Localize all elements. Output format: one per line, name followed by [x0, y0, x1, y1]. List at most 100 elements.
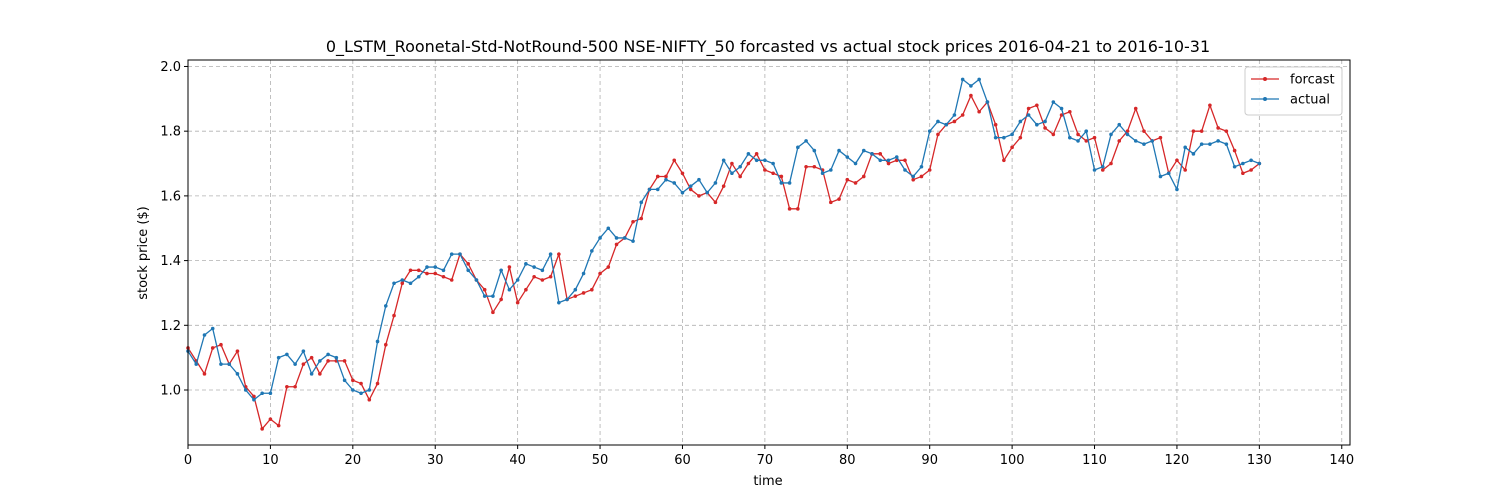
data-point-forcast [845, 177, 850, 182]
x-tick-label: 120 [1165, 453, 1190, 468]
data-point-forcast [1199, 129, 1204, 133]
data-point-actual [713, 181, 718, 185]
data-point-forcast [919, 174, 924, 179]
y-axis-ticks: 1.0 1.2 1.4 1.6 1.8 2.0 [160, 60, 188, 399]
data-point-actual [342, 378, 347, 383]
data-point-actual [622, 236, 627, 240]
data-point-actual [565, 297, 569, 302]
data-point-actual [911, 174, 916, 179]
data-point-forcast [1175, 158, 1179, 163]
data-point-actual [1224, 142, 1229, 146]
data-point-actual [977, 77, 981, 82]
grid [187, 60, 1350, 445]
data-point-actual [425, 265, 429, 269]
data-point-actual [738, 164, 742, 169]
data-point-forcast [1018, 135, 1023, 140]
data-point-forcast [219, 342, 223, 347]
data-point-actual [1002, 135, 1006, 140]
x-tick-label: 90 [921, 453, 938, 468]
series-group [186, 77, 1262, 431]
data-point-actual [301, 349, 306, 353]
legend-swatch-marker [1263, 77, 1267, 81]
data-point-actual [771, 161, 775, 166]
series-forcast [186, 93, 1262, 431]
legend-label: forcast [1290, 73, 1335, 88]
data-point-actual [746, 152, 751, 156]
data-point-forcast [235, 349, 240, 353]
data-point-forcast [911, 177, 916, 182]
data-point-forcast [1224, 129, 1229, 133]
data-point-actual [903, 168, 907, 172]
y-tick-label: 2.0 [160, 60, 181, 75]
data-point-actual [590, 249, 594, 253]
data-point-actual [1158, 174, 1163, 179]
data-point-actual [705, 190, 709, 195]
data-point-forcast [441, 274, 446, 279]
data-point-forcast [433, 271, 438, 276]
data-point-actual [359, 391, 363, 396]
data-point-forcast [1002, 158, 1006, 163]
data-point-forcast [1109, 161, 1113, 166]
data-point-actual [655, 187, 660, 192]
data-point-actual [680, 190, 685, 195]
x-tick-label: 140 [1329, 453, 1354, 468]
data-point-forcast [853, 181, 858, 185]
x-tick-label: 20 [345, 453, 362, 468]
data-point-actual [276, 355, 281, 360]
data-point-forcast [787, 207, 792, 211]
data-point-forcast [688, 187, 693, 192]
data-point-forcast [878, 152, 883, 156]
data-point-forcast [1191, 129, 1196, 133]
data-point-forcast [936, 132, 940, 137]
data-point-actual [433, 265, 438, 269]
y-tick-label: 1.0 [160, 384, 181, 399]
data-point-actual [647, 187, 652, 192]
data-point-actual [557, 300, 561, 305]
data-point-actual [787, 181, 792, 185]
data-point-forcast [491, 310, 495, 315]
data-point-forcast [1249, 168, 1253, 172]
data-point-actual [392, 281, 396, 286]
data-point-forcast [1241, 171, 1245, 176]
data-point-actual [1166, 171, 1171, 176]
data-point-actual [334, 355, 339, 360]
data-point-forcast [1158, 135, 1163, 140]
data-point-forcast [771, 171, 775, 176]
data-point-forcast [581, 291, 586, 295]
data-point-actual [606, 226, 611, 231]
data-point-actual [326, 352, 330, 357]
data-point-forcast [1010, 145, 1014, 150]
data-point-actual [1249, 158, 1253, 163]
data-point-forcast [1084, 139, 1089, 143]
data-point-forcast [359, 381, 363, 386]
data-point-actual [408, 281, 413, 286]
data-point-forcast [573, 294, 578, 298]
data-point-actual [1191, 152, 1196, 156]
data-point-actual [235, 372, 240, 376]
data-point-actual [1026, 113, 1031, 117]
data-point-actual [664, 177, 668, 182]
data-point-forcast [804, 164, 808, 169]
data-point-actual [1010, 132, 1014, 137]
data-point-forcast [886, 161, 891, 166]
data-point-forcast [829, 200, 833, 205]
data-point-actual [1084, 129, 1089, 133]
legend-item-forcast: forcast [1251, 73, 1335, 88]
x-tick-label: 70 [757, 453, 774, 468]
data-point-actual [268, 391, 273, 396]
x-tick-label: 50 [592, 453, 609, 468]
data-point-forcast [1216, 126, 1220, 130]
x-tick-label: 130 [1247, 453, 1272, 468]
data-point-forcast [202, 372, 207, 376]
data-point-actual [285, 352, 289, 357]
data-point-forcast [598, 271, 602, 276]
data-point-forcast [1076, 132, 1080, 137]
data-point-actual [499, 268, 503, 273]
data-point-forcast [276, 423, 281, 428]
data-point-forcast [1059, 113, 1064, 117]
data-point-actual [1068, 135, 1072, 140]
data-point-actual [1183, 145, 1187, 150]
data-point-actual [1175, 187, 1179, 192]
